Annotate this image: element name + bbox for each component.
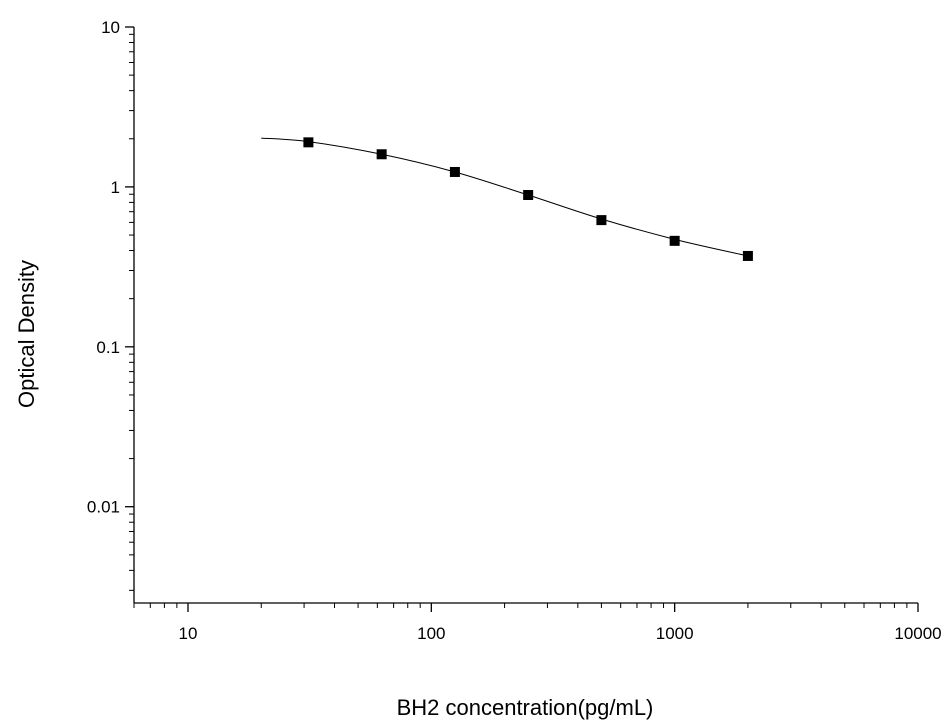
data-point — [376, 149, 387, 160]
data-point — [303, 137, 314, 148]
data-point — [449, 166, 460, 177]
y-axis-label: Optical Density — [14, 260, 39, 408]
fit-curve-line — [261, 137, 749, 257]
y-tick-label: 10 — [101, 18, 120, 37]
data-points-layer — [303, 137, 753, 261]
data-point — [596, 215, 607, 226]
x-axis-label: BH2 concentration(pg/mL) — [397, 695, 654, 720]
x-tick-label: 10 — [179, 624, 198, 643]
data-point — [523, 190, 534, 200]
y-tick-label: 0.1 — [96, 338, 120, 357]
fit-curve-layer — [261, 137, 749, 257]
y-tick-label: 1 — [111, 178, 120, 197]
x-tick-label: 100 — [417, 624, 445, 643]
data-point — [742, 250, 753, 261]
y-tick-label: 0.01 — [87, 498, 120, 517]
data-point — [669, 235, 680, 246]
x-tick-label: 1000 — [656, 624, 694, 643]
x-tick-label: 10000 — [894, 624, 941, 643]
axes: 10 100 1000 10000 0.01 0.1 1 10 — [87, 18, 942, 643]
